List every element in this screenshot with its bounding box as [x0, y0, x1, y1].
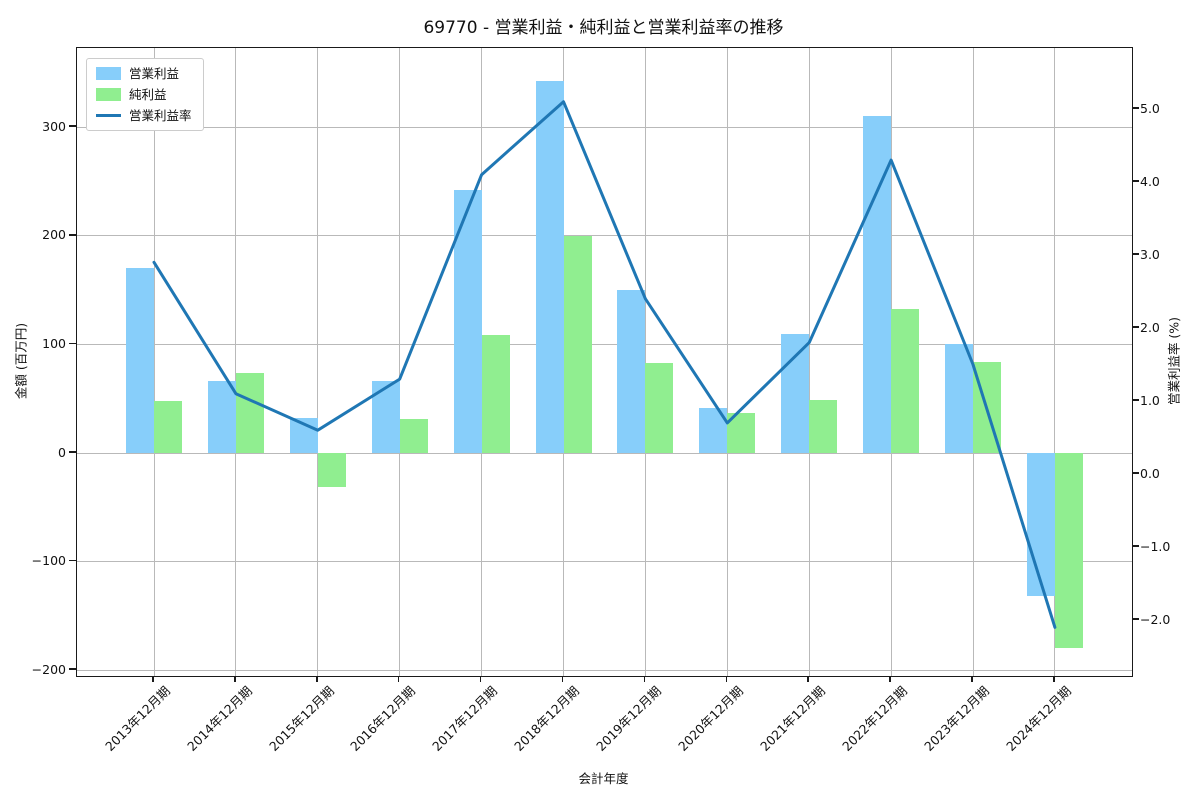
v-gridline	[317, 48, 319, 676]
x-tick-mark	[316, 676, 318, 683]
x-tick-label: 2014年12月期	[183, 683, 255, 754]
y-tick-label-right: −1.0	[1140, 538, 1171, 554]
x-tick-mark	[152, 676, 154, 683]
bar-net-profit	[563, 235, 592, 453]
h-gridline	[77, 669, 1132, 671]
bar-operating-profit	[617, 290, 646, 453]
legend: 営業利益 純利益 営業利益率	[86, 58, 204, 131]
h-gridline	[77, 235, 1132, 237]
y-tick-mark-right	[1132, 180, 1140, 182]
y-tick-mark-right	[1132, 253, 1140, 255]
v-gridline	[644, 48, 646, 676]
bar-net-profit	[317, 453, 346, 487]
x-tick-mark	[807, 676, 809, 683]
bar-operating-profit	[781, 333, 810, 453]
h-gridline	[77, 561, 1132, 563]
y-tick-mark-left	[69, 234, 76, 236]
x-tick-mark	[397, 676, 400, 683]
bar-net-profit	[481, 334, 510, 453]
x-tick-label: 2017年12月期	[429, 683, 501, 754]
bar-operating-profit	[1026, 453, 1055, 597]
x-tick-mark	[1053, 676, 1055, 683]
y-tick-mark-right	[1132, 107, 1140, 109]
y-tick-label-left: −200	[31, 661, 66, 677]
y-tick-label-left: 300	[42, 118, 66, 134]
y-tick-mark-left	[69, 559, 76, 562]
y-tick-label-right: 4.0	[1140, 173, 1160, 189]
x-tick-label: 2024年12月期	[1002, 683, 1074, 754]
bar-net-profit	[399, 419, 428, 453]
y-tick-label-right: 0.0	[1140, 465, 1160, 481]
bar-net-profit	[891, 308, 920, 453]
legend-label: 営業利益率	[129, 108, 192, 123]
v-gridline	[808, 48, 810, 676]
h-gridline	[77, 126, 1132, 128]
x-tick-label: 2020年12月期	[675, 683, 747, 754]
legend-item-operating-profit: 営業利益	[96, 66, 192, 81]
bar-operating-profit	[535, 80, 564, 453]
x-axis-label: 会計年度	[578, 771, 629, 786]
y-tick-label-right: 2.0	[1140, 319, 1160, 335]
x-tick-mark	[643, 676, 646, 683]
legend-item-net-profit: 純利益	[96, 87, 192, 102]
legend-label: 純利益	[129, 87, 167, 102]
y-tick-mark-left	[69, 342, 76, 345]
chart-title: 69770 - 営業利益・純利益と営業利益率の推移	[423, 18, 784, 38]
bar-net-profit	[235, 372, 264, 453]
y-tick-mark-right	[1132, 472, 1140, 474]
x-tick-mark	[725, 676, 728, 683]
x-tick-label: 2022年12月期	[838, 683, 910, 754]
v-gridline	[235, 48, 237, 676]
bar-operating-profit	[945, 344, 973, 453]
v-gridline	[1054, 48, 1056, 676]
y-tick-label-right: 3.0	[1140, 246, 1160, 262]
y-tick-mark-right	[1132, 545, 1140, 547]
y-tick-mark-left	[69, 668, 76, 670]
y-tick-mark-right	[1132, 399, 1140, 401]
y-tick-label-right: 5.0	[1140, 100, 1160, 116]
operating-margin-line	[152, 100, 1057, 629]
y-tick-label-right: −2.0	[1140, 611, 1171, 627]
x-tick-label: 2015年12月期	[265, 683, 337, 754]
y-tick-mark-right	[1132, 618, 1140, 620]
legend-label: 営業利益	[129, 66, 180, 81]
x-tick-label: 2023年12月期	[920, 683, 992, 754]
net-profit-swatch	[96, 88, 121, 101]
h-gridline	[77, 452, 1132, 454]
bar-operating-profit	[126, 268, 154, 453]
x-tick-label: 2018年12月期	[511, 683, 583, 754]
v-gridline	[153, 48, 155, 676]
x-tick-mark	[561, 676, 564, 683]
y-tick-label-left: 100	[42, 335, 66, 351]
x-tick-mark	[479, 676, 482, 683]
y-tick-mark-right	[1132, 326, 1140, 328]
x-tick-label: 2019年12月期	[593, 683, 665, 754]
y-tick-label-right: 1.0	[1140, 392, 1160, 408]
bar-net-profit	[1054, 453, 1083, 649]
x-tick-label: 2021年12月期	[757, 683, 828, 754]
x-tick-mark	[234, 676, 236, 683]
y-tick-label-left: 200	[42, 227, 66, 243]
y-tick-label-left: −100	[31, 553, 66, 569]
y-tick-mark-left	[69, 451, 76, 453]
bar-operating-profit	[207, 381, 236, 453]
v-gridline	[726, 48, 728, 676]
x-tick-label: 2013年12月期	[101, 683, 173, 754]
bar-net-profit	[645, 362, 674, 453]
y-tick-label-left: 0	[58, 444, 66, 460]
x-tick-mark	[889, 676, 891, 683]
x-tick-label: 2016年12月期	[347, 683, 419, 754]
legend-item-operating-margin: 営業利益率	[96, 108, 192, 123]
plot-area	[76, 47, 1133, 677]
bar-net-profit	[154, 400, 182, 453]
v-gridline	[399, 48, 401, 676]
y-tick-mark-left	[69, 125, 76, 127]
x-tick-mark	[971, 676, 973, 683]
operating-profit-swatch	[96, 67, 121, 80]
operating-margin-line-swatch	[96, 114, 121, 117]
h-gridline	[77, 343, 1132, 345]
bar-net-profit	[809, 399, 838, 453]
